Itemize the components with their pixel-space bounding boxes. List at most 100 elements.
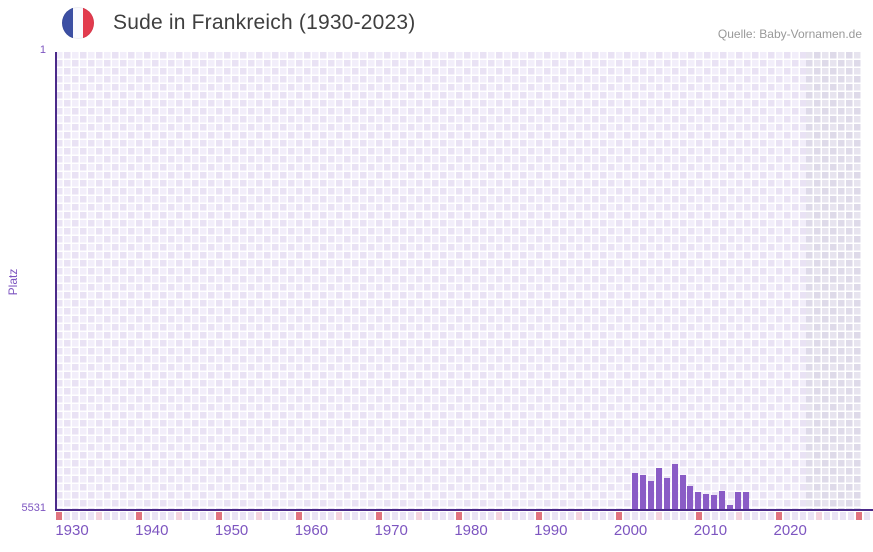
year-cell-1931 <box>64 512 70 520</box>
year-cell-1930 <box>56 512 62 520</box>
year-cell-2016 <box>744 512 750 520</box>
year-cell-2030 <box>856 512 862 520</box>
no-data-region <box>806 52 862 509</box>
year-cell-2008 <box>680 512 686 520</box>
year-cell-1995 <box>576 512 582 520</box>
year-cell-1943 <box>160 512 166 520</box>
year-cell-1935 <box>96 512 102 520</box>
source-credit: Quelle: Baby-Vornamen.de <box>717 27 862 41</box>
year-cell-2029 <box>848 512 854 520</box>
rank-bar-2014[interactable] <box>727 504 734 509</box>
y-axis-tick-top: 1 <box>39 44 46 56</box>
x-axis-tick-2000: 2000 <box>613 522 648 539</box>
year-cell-1955 <box>256 512 262 520</box>
year-cell-1968 <box>360 512 366 520</box>
year-cell-1993 <box>560 512 566 520</box>
year-cell-1949 <box>208 512 214 520</box>
year-cell-2000 <box>616 512 622 520</box>
year-cell-1980 <box>456 512 462 520</box>
year-cell-2028 <box>840 512 846 520</box>
rank-bar-2004[interactable] <box>647 480 654 509</box>
year-cell-1996 <box>584 512 590 520</box>
year-cell-1989 <box>528 512 534 520</box>
rank-bar-2010[interactable] <box>695 492 702 509</box>
year-cell-1974 <box>408 512 414 520</box>
year-cell-2013 <box>720 512 726 520</box>
year-cell-1983 <box>480 512 486 520</box>
year-cell-1981 <box>464 512 470 520</box>
rank-bar-2005[interactable] <box>655 467 662 509</box>
year-cell-1962 <box>312 512 318 520</box>
year-cell-2019 <box>768 512 774 520</box>
year-cell-1941 <box>144 512 150 520</box>
year-cell-1942 <box>152 512 158 520</box>
year-cell-1940 <box>136 512 142 520</box>
year-cell-1951 <box>224 512 230 520</box>
year-cell-2018 <box>760 512 766 520</box>
rank-bar-2002[interactable] <box>631 472 638 509</box>
year-cell-2023 <box>800 512 806 520</box>
chart-header: Sude in Frankreich (1930-2023) <box>62 7 416 39</box>
year-cell-1945 <box>176 512 182 520</box>
year-cell-1966 <box>344 512 350 520</box>
year-cell-1967 <box>352 512 358 520</box>
year-cell-1979 <box>448 512 454 520</box>
rank-bar-2007[interactable] <box>671 464 678 509</box>
rank-bar-2008[interactable] <box>679 475 686 509</box>
year-cell-1961 <box>304 512 310 520</box>
x-axis-tick-1990: 1990 <box>534 522 568 539</box>
x-axis-tick-1980: 1980 <box>454 522 488 539</box>
year-cell-1934 <box>88 512 94 520</box>
year-cell-1988 <box>520 512 526 520</box>
rank-bar-2015[interactable] <box>735 491 742 509</box>
year-cell-1938 <box>120 512 126 520</box>
x-axis-line <box>55 509 873 511</box>
year-cell-2014 <box>728 512 734 520</box>
year-cell-1992 <box>552 512 558 520</box>
year-cell-2010 <box>696 512 702 520</box>
x-axis-tick-1930: 1930 <box>55 522 89 539</box>
x-axis-tick-2010: 2010 <box>693 522 728 539</box>
year-cell-1982 <box>472 512 478 520</box>
rank-bar-2012[interactable] <box>711 494 718 509</box>
year-cell-1975 <box>416 512 422 520</box>
rank-bar-2013[interactable] <box>719 490 726 509</box>
year-cell-2021 <box>784 512 790 520</box>
year-cell-1999 <box>608 512 614 520</box>
chart-title: Sude in Frankreich (1930-2023) <box>113 11 416 34</box>
year-cell-2009 <box>688 512 694 520</box>
rank-bar-2009[interactable] <box>687 485 694 509</box>
x-axis-tick-1960: 1960 <box>294 522 329 539</box>
year-cell-2024 <box>808 512 814 520</box>
year-cell-1991 <box>544 512 550 520</box>
y-axis-tick-bottom: 5531 <box>21 502 46 514</box>
year-cell-2031 <box>864 512 870 520</box>
year-cell-1933 <box>80 512 86 520</box>
year-cell-2020 <box>776 512 782 520</box>
year-cell-1950 <box>216 512 222 520</box>
year-cell-1957 <box>272 512 278 520</box>
year-cell-1994 <box>568 512 574 520</box>
year-cell-1977 <box>432 512 438 520</box>
year-cell-2004 <box>648 512 654 520</box>
year-cell-1944 <box>168 512 174 520</box>
year-cell-1959 <box>288 512 294 520</box>
year-cell-2006 <box>664 512 670 520</box>
year-cell-1954 <box>248 512 254 520</box>
rank-bar-2011[interactable] <box>703 494 710 509</box>
year-cell-2026 <box>824 512 830 520</box>
year-cell-1965 <box>336 512 342 520</box>
rank-bar-2006[interactable] <box>663 477 670 509</box>
x-axis-tick-1970: 1970 <box>374 522 408 539</box>
year-cell-1973 <box>400 512 406 520</box>
year-cell-2017 <box>752 512 758 520</box>
rank-bar-2016[interactable] <box>743 491 750 509</box>
year-cell-1948 <box>200 512 206 520</box>
year-cell-2002 <box>632 512 638 520</box>
rank-bar-2003[interactable] <box>639 475 646 509</box>
year-cell-1985 <box>496 512 502 520</box>
year-cell-1970 <box>376 512 382 520</box>
y-axis-line <box>55 52 57 510</box>
year-cell-2007 <box>672 512 678 520</box>
